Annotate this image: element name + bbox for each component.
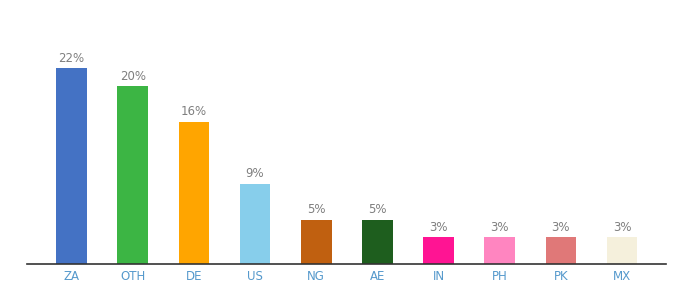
Bar xyxy=(362,220,392,264)
Bar xyxy=(179,122,209,264)
Text: 22%: 22% xyxy=(58,52,84,65)
Bar xyxy=(301,220,332,264)
Bar xyxy=(56,68,87,264)
Text: 3%: 3% xyxy=(490,221,509,234)
Text: 3%: 3% xyxy=(551,221,570,234)
Text: 5%: 5% xyxy=(368,203,387,216)
Bar xyxy=(240,184,271,264)
Text: 9%: 9% xyxy=(245,167,265,180)
Text: 5%: 5% xyxy=(307,203,326,216)
Bar xyxy=(118,86,148,264)
Text: 3%: 3% xyxy=(429,221,448,234)
Bar xyxy=(484,237,515,264)
Text: 16%: 16% xyxy=(181,105,207,118)
Bar xyxy=(423,237,454,264)
Bar xyxy=(545,237,576,264)
Bar xyxy=(607,237,637,264)
Text: 20%: 20% xyxy=(120,70,146,83)
Text: 3%: 3% xyxy=(613,221,631,234)
